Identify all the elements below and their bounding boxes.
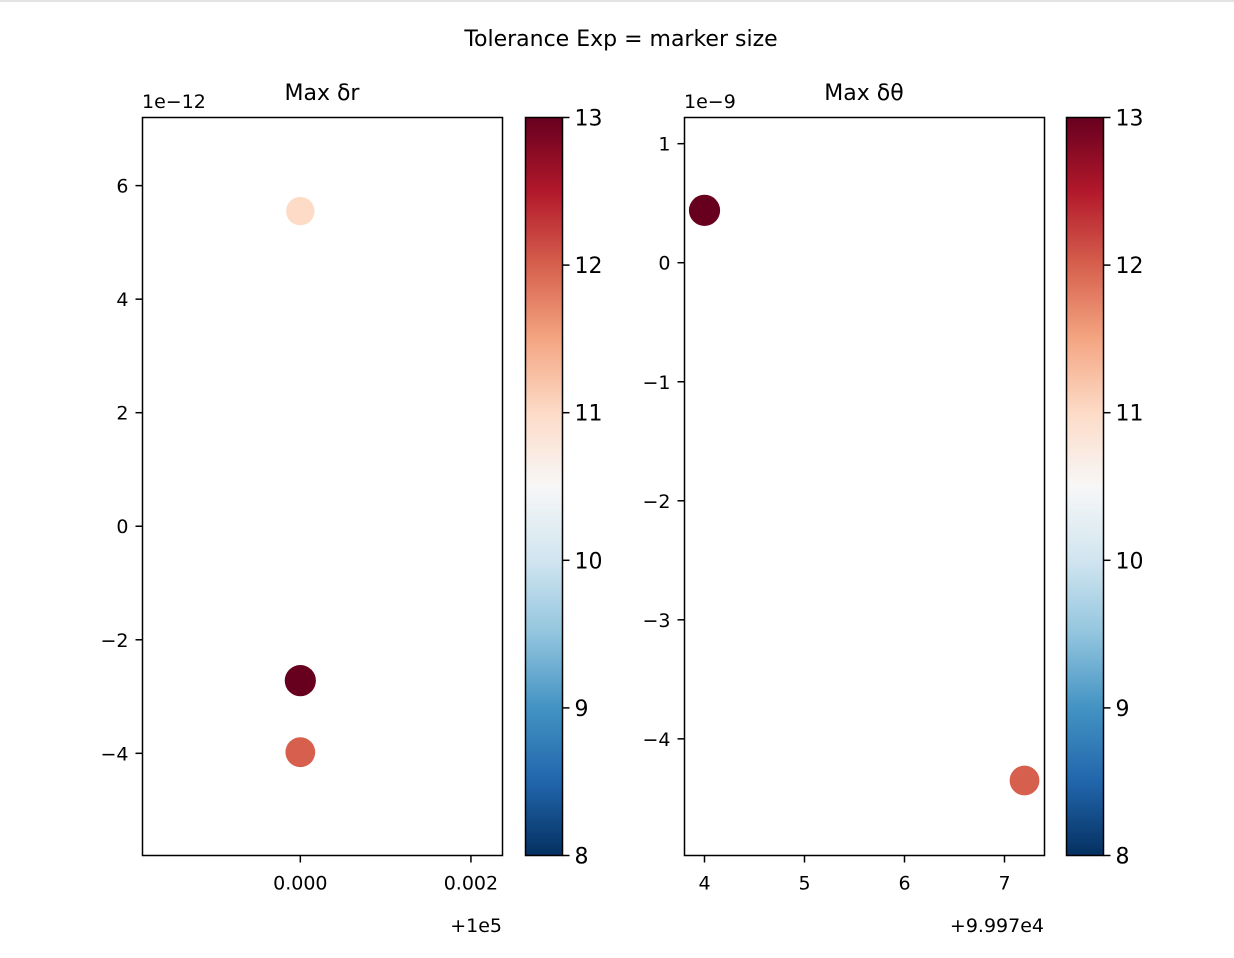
colorbar-tick-label: 10 bbox=[575, 549, 603, 574]
y-scale-label: 1e−12 bbox=[142, 91, 206, 113]
colorbar-tick-label: 9 bbox=[1116, 697, 1130, 722]
axis-ticks: 4 5 6 7 −4 −3 −2 −1 0 1 bbox=[642, 134, 1010, 895]
x-offset-label: +1e5 bbox=[450, 915, 502, 937]
y-tick-label: 1 bbox=[658, 134, 670, 156]
x-tick-label: 0.000 bbox=[273, 873, 327, 895]
colorbar: 8 9 10 11 12 13 bbox=[1065, 107, 1144, 870]
colorbar: 8 9 10 11 12 13 bbox=[524, 107, 603, 870]
scatter-point bbox=[285, 737, 316, 768]
colorbar-tick-label: 11 bbox=[575, 402, 603, 427]
x-tick-label: 7 bbox=[998, 873, 1010, 895]
scatter-point bbox=[688, 194, 721, 226]
y-tick-label: −1 bbox=[642, 372, 670, 394]
x-offset-label: +9.997e4 bbox=[950, 915, 1044, 937]
y-tick-label: −4 bbox=[100, 743, 128, 765]
scatter-points bbox=[688, 194, 1040, 796]
colorbar-ticks: 8 9 10 11 12 13 bbox=[562, 107, 603, 870]
colorbar-tick-label: 13 bbox=[1116, 107, 1144, 132]
colorbar-tick-label: 8 bbox=[1116, 845, 1130, 870]
y-tick-label: −2 bbox=[100, 630, 128, 652]
y-tick-label: 2 bbox=[116, 403, 128, 425]
x-tick-label: 5 bbox=[798, 873, 810, 895]
colorbar-tick-label: 9 bbox=[575, 697, 589, 722]
colorbar-gradient bbox=[524, 116, 564, 857]
scatter-panel-angular: Max δθ 1e−9 +9.997e4 4 5 6 7 −4 −3 −2 −1 0 1 bbox=[642, 81, 1046, 937]
colorbar-ticks: 8 9 10 11 12 13 bbox=[1103, 107, 1144, 870]
top-border bbox=[0, 0, 1234, 2]
panel-title: Max δr bbox=[285, 81, 361, 106]
panel-title: Max δθ bbox=[824, 81, 903, 106]
colorbar-tick-label: 13 bbox=[575, 107, 603, 132]
colorbar-gradient bbox=[1065, 116, 1105, 857]
y-tick-label: 0 bbox=[658, 253, 670, 275]
scatter-points bbox=[284, 196, 316, 768]
scatter-point bbox=[284, 665, 316, 697]
y-tick-label: −4 bbox=[642, 729, 670, 751]
colorbar-tick-label: 10 bbox=[1116, 549, 1144, 574]
colorbar-tick-label: 12 bbox=[1116, 254, 1144, 279]
x-tick-label: 0.002 bbox=[444, 873, 498, 895]
y-tick-label: 4 bbox=[116, 289, 128, 311]
colorbar-tick-label: 11 bbox=[1116, 402, 1144, 427]
colorbar-tick-label: 8 bbox=[575, 845, 589, 870]
x-tick-label: 6 bbox=[898, 873, 910, 895]
colorbar-tick-label: 12 bbox=[575, 254, 603, 279]
axis-ticks: 0.000 0.002 −4 −2 0 2 4 6 bbox=[100, 176, 498, 895]
figure-suptitle: Tolerance Exp = marker size bbox=[463, 27, 777, 52]
scatter-panel-radial: Max δr 1e−12 +1e5 0.000 0.002 −4 −2 0 2 4 6 bbox=[100, 81, 504, 937]
scatter-point bbox=[286, 196, 315, 226]
y-tick-label: −3 bbox=[642, 610, 670, 632]
y-tick-label: 0 bbox=[116, 516, 128, 538]
y-tick-label: 6 bbox=[116, 176, 128, 198]
x-tick-label: 4 bbox=[698, 873, 710, 895]
plot-frame bbox=[683, 116, 1046, 857]
plot-frame bbox=[141, 116, 504, 857]
scatter-point bbox=[1009, 765, 1040, 796]
y-scale-label: 1e−9 bbox=[684, 91, 736, 113]
y-tick-label: −2 bbox=[642, 491, 670, 513]
